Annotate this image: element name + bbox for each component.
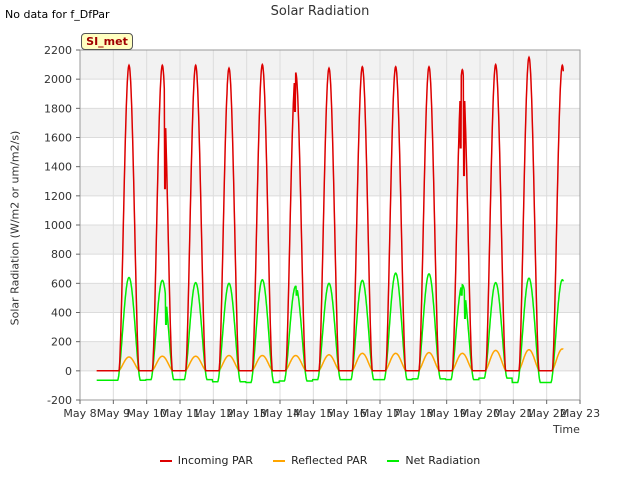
x-tick-label: May 14 [260, 407, 300, 420]
x-tick-label: May 13 [227, 407, 267, 420]
y-axis-label: Solar Radiation (W/m2 or um/m2/s) [8, 130, 22, 326]
plot-band [80, 195, 580, 225]
y-tick-label: 2000 [44, 73, 72, 86]
no-data-note: No data for f_DfPar [5, 8, 110, 21]
plot-band [80, 312, 580, 342]
y-tick-label: 200 [51, 336, 72, 349]
x-tick-label: May 12 [193, 407, 233, 420]
x-tick-label: May 22 [527, 407, 567, 420]
legend-label-incoming: Incoming PAR [177, 454, 254, 467]
chart-title: Solar Radiation [270, 4, 370, 19]
y-tick-label: 800 [51, 248, 72, 261]
legend-item-incoming: Incoming PAR [159, 454, 254, 467]
y-tick-label: 1600 [44, 132, 72, 145]
series-line-incoming-par [96, 55, 565, 372]
plot-band [80, 254, 580, 284]
legend-item-reflected: Reflected PAR [273, 454, 367, 467]
legend-swatch-reflected [273, 459, 286, 462]
y-tick-label: 400 [51, 307, 72, 320]
x-tick-label: May 20 [460, 407, 500, 420]
legend-label-reflected: Reflected PAR [291, 454, 368, 467]
x-tick-label: May 23 [560, 407, 600, 420]
legend-item-net: Net Radiation [387, 454, 480, 467]
plot-band [80, 283, 580, 313]
series-layer [96, 55, 565, 384]
plot-band [80, 108, 580, 138]
x-tick-label: May 8 [63, 407, 96, 420]
plot-band [80, 370, 580, 400]
y-tick-label: 1200 [44, 190, 72, 203]
x-tick-label: May 9 [97, 407, 130, 420]
legend: Incoming PAR Reflected PAR Net Radiation [0, 454, 640, 467]
y-axis: -200 0 200 400 600 800 1000 1200 1400 1600 1800 200… [44, 44, 80, 407]
x-tick-label: May 11 [160, 407, 200, 420]
y-tick-label: 1000 [44, 219, 72, 232]
y-tick-label: 1800 [44, 102, 72, 115]
x-tick-label: May 15 [293, 407, 333, 420]
y-tick-label: 600 [51, 277, 72, 290]
x-tick-label: May 21 [493, 407, 533, 420]
y-tick-label: 1400 [44, 161, 72, 174]
y-tick-label: -200 [47, 394, 72, 407]
plot-background-bands [80, 50, 580, 400]
plot-band [80, 137, 580, 167]
x-tick-label: May 16 [327, 407, 367, 420]
x-tick-label: May 17 [360, 407, 400, 420]
y-tick-label: 2200 [44, 44, 72, 57]
legend-swatch-incoming [159, 459, 172, 462]
x-tick-label: May 18 [393, 407, 433, 420]
x-tick-label: May 19 [427, 407, 467, 420]
plot-band [80, 166, 580, 196]
y-tick-label: 0 [65, 365, 72, 378]
x-axis-label: Time [553, 423, 580, 436]
legend-label-net: Net Radiation [405, 454, 481, 467]
site-badge: SI_met [81, 33, 133, 50]
legend-swatch-net [387, 459, 400, 462]
series-line-net-radiation [96, 272, 565, 384]
x-tick-label: May 10 [127, 407, 167, 420]
plot-band [80, 225, 580, 255]
